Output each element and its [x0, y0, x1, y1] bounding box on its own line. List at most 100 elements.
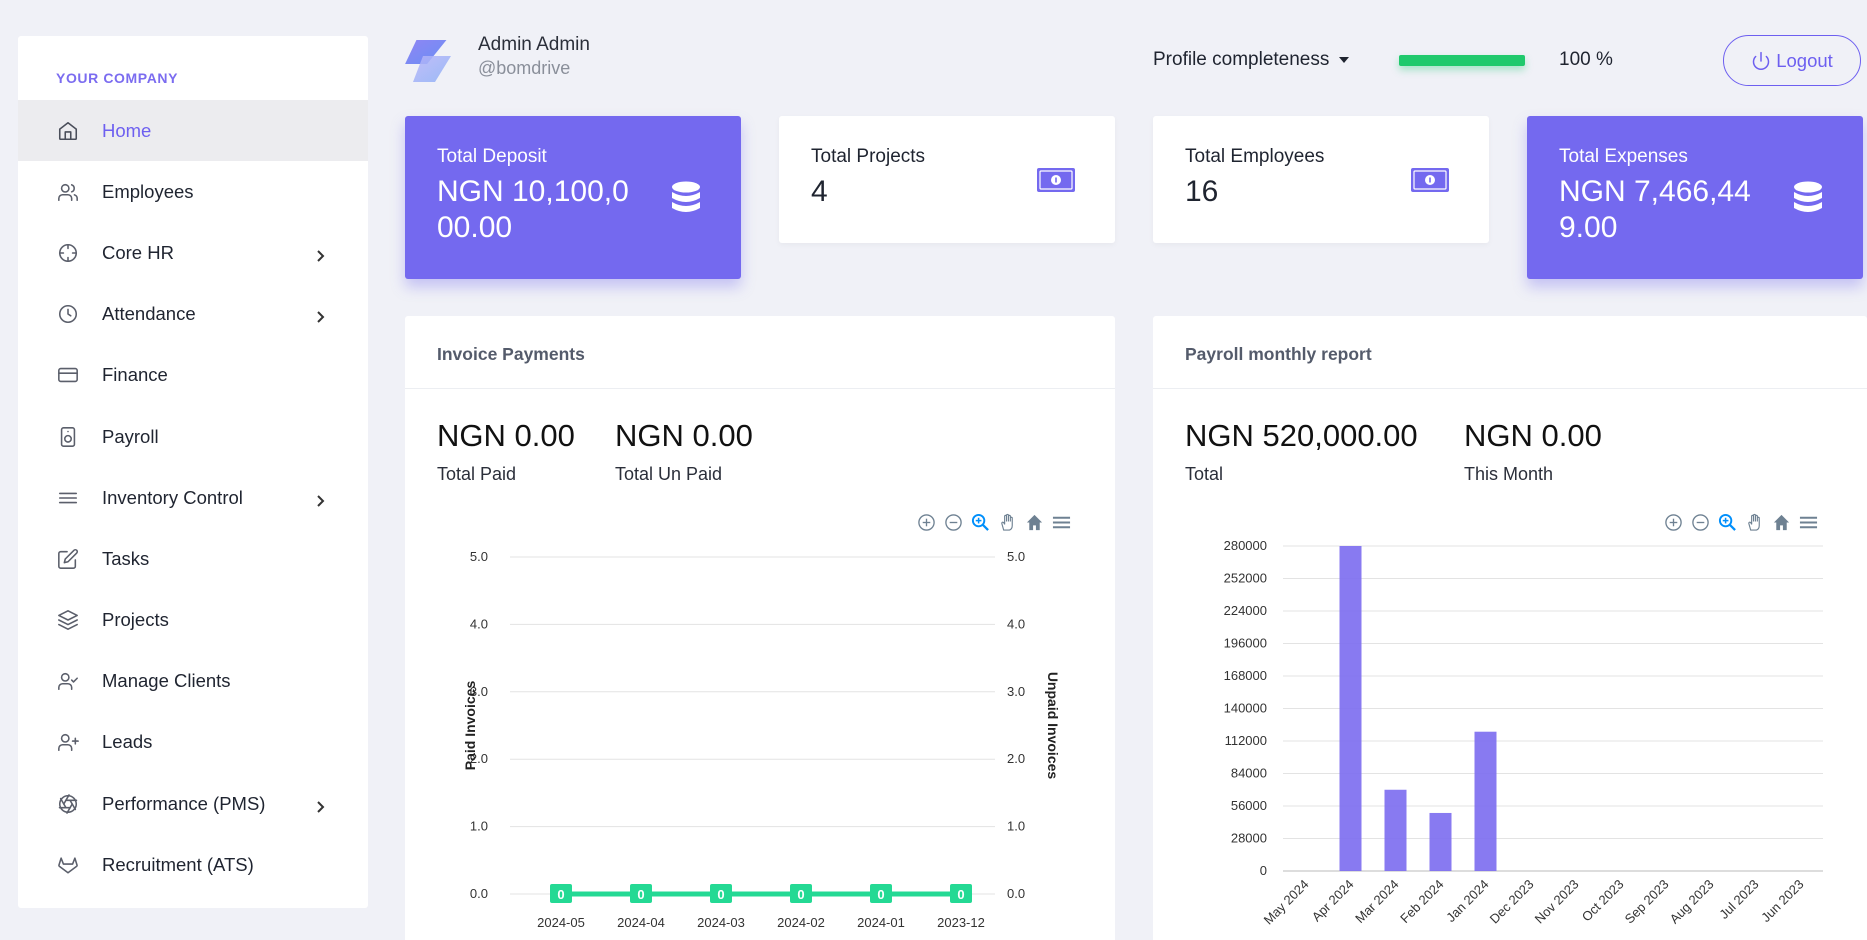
total-expenses-value: NGN 7,466,449.00	[1559, 175, 1751, 244]
x-tick-label: Jul 2023	[1716, 877, 1761, 922]
profile-progress-bar	[1399, 55, 1525, 66]
logout-label: Logout	[1776, 49, 1833, 71]
y-tick-label: 224000	[1224, 603, 1267, 618]
y-tick-label: 252000	[1224, 571, 1267, 586]
logout-button[interactable]: Logout	[1723, 35, 1861, 86]
sidebar-item-label: Home	[102, 119, 152, 141]
y-tick-label: 2.0	[470, 751, 488, 766]
sidebar-item-leads[interactable]: Leads	[18, 712, 368, 773]
sidebar-item-recruitment-ats[interactable]: Recruitment (ATS)	[18, 834, 368, 895]
sidebar-item-label: Attendance	[102, 303, 196, 325]
sidebar-item-finance[interactable]: Finance	[18, 345, 368, 406]
zoom-in-icon[interactable]	[1663, 512, 1684, 533]
payroll-total-label: Total	[1185, 464, 1224, 484]
payroll-report-title: Payroll monthly report	[1153, 316, 1867, 389]
x-tick-label: Apr 2024	[1309, 877, 1357, 925]
total-unpaid-value: NGN 0.00	[615, 418, 753, 453]
profile-progress-fill	[1399, 55, 1525, 66]
profile-completeness-dropdown[interactable]: Profile completeness	[1153, 49, 1350, 71]
data-label: 0	[557, 887, 564, 902]
crosshair-icon	[56, 241, 80, 265]
total-paid-label: Total Paid	[437, 464, 517, 484]
payroll-month-metric: NGN 0.00 This Month	[1464, 418, 1602, 485]
total-deposit-label: Total Deposit	[437, 146, 547, 167]
sidebar-item-label: Inventory Control	[102, 486, 243, 508]
total-employees-label: Total Employees	[1185, 146, 1325, 167]
total-projects-label: Total Projects	[811, 146, 926, 167]
zoom-selection-icon[interactable]	[970, 512, 991, 533]
x-tick-label: Oct 2023	[1579, 877, 1627, 925]
top-bar: Admin Admin @bomdrive Profile completene…	[405, 28, 1867, 88]
zoom-selection-icon[interactable]	[1717, 512, 1738, 533]
data-label: 0	[717, 887, 724, 902]
power-icon	[1752, 51, 1770, 70]
y-tick-label: 0.0	[470, 886, 488, 901]
total-expenses-card: Total Expenses NGN 7,466,449.00	[1527, 116, 1863, 279]
y-tick-label: 28000	[1231, 831, 1267, 846]
chart-menu-icon[interactable]	[1798, 512, 1819, 533]
data-label-box	[630, 884, 652, 903]
zoom-in-icon[interactable]	[916, 512, 937, 533]
x-tick-label: 2024-03	[697, 915, 745, 930]
sidebar-item-label: Tasks	[102, 547, 150, 569]
data-label-box	[710, 884, 732, 903]
sidebar-nav: Home Employees Core HR Attendance Finance Pay…	[18, 100, 368, 895]
total-expenses-label: Total Expenses	[1559, 146, 1688, 167]
y2-tick-label: 5.0	[1007, 549, 1025, 564]
sidebar-item-label: Payroll	[102, 425, 159, 447]
sidebar-item-tasks[interactable]: Tasks	[18, 528, 368, 589]
money-icon	[1037, 167, 1075, 192]
sidebar-item-attendance[interactable]: Attendance	[18, 284, 368, 345]
x-tick-label: Mar 2024	[1352, 877, 1401, 926]
payroll-month-label: This Month	[1464, 464, 1554, 484]
profile-progress-text: 100 %	[1559, 49, 1613, 70]
invoice-payments-card: Invoice Payments NGN 0.00 Total Paid NGN…	[405, 316, 1115, 940]
sidebar-item-payroll[interactable]: Payroll	[18, 406, 368, 467]
pan-hand-icon[interactable]	[1744, 512, 1765, 533]
user-name: Admin Admin	[478, 34, 590, 55]
sidebar-item-core-hr[interactable]: Core HR	[18, 222, 368, 283]
chevron-right-icon	[314, 307, 328, 323]
data-label-box	[790, 884, 812, 903]
payroll-bar	[1384, 789, 1407, 871]
sidebar-item-home[interactable]: Home	[18, 100, 368, 162]
profile-completeness-label: Profile completeness	[1153, 49, 1330, 70]
y-tick-label: 112000	[1225, 733, 1267, 748]
chevron-right-icon	[314, 797, 328, 813]
data-label: 0	[637, 887, 644, 902]
chart-toolbar	[916, 512, 1072, 533]
total-deposit-value: NGN 10,100,000.00	[437, 175, 629, 244]
clock-icon	[56, 302, 80, 326]
x-tick-label: Aug 2023	[1667, 877, 1717, 927]
x-tick-label: Jun 2023	[1758, 877, 1806, 925]
x-tick-label: 2023-12	[937, 915, 985, 930]
sidebar-item-employees[interactable]: Employees	[18, 161, 368, 222]
reset-home-icon[interactable]	[1024, 512, 1045, 533]
reset-home-icon[interactable]	[1771, 512, 1792, 533]
y-tick-label: 4.0	[470, 616, 488, 631]
zoom-out-icon[interactable]	[1690, 512, 1711, 533]
sidebar-item-manage-clients[interactable]: Manage Clients	[18, 651, 368, 712]
company-name: YOUR COMPANY	[56, 70, 179, 86]
pan-hand-icon[interactable]	[997, 512, 1018, 533]
y-tick-label: 84000	[1231, 766, 1267, 781]
total-unpaid-metric: NGN 0.00 Total Un Paid	[615, 418, 753, 485]
sidebar-item-label: Finance	[102, 364, 168, 386]
x-tick-label: Nov 2023	[1532, 877, 1582, 927]
user-handle: @bomdrive	[478, 58, 571, 78]
y-tick-label: 196000	[1224, 636, 1267, 651]
payroll-total-metric: NGN 520,000.00 Total	[1185, 418, 1418, 485]
invoice-payments-chart: 0.0 0.0 1.0 1.0 2.0 2.0 3.0 3.0 4.0 4.0 5.0 5.0 2024…	[462, 549, 1061, 930]
chart-menu-icon[interactable]	[1051, 512, 1072, 533]
sidebar-item-inventory-control[interactable]: Inventory Control	[18, 467, 368, 528]
sidebar-item-performance-pms[interactable]: Performance (PMS)	[18, 773, 368, 834]
total-paid-metric: NGN 0.00 Total Paid	[437, 418, 575, 485]
y2-axis-title: Unpaid Invoices	[1045, 672, 1061, 780]
y-tick-label: 1.0	[470, 819, 488, 834]
y-tick-label: 3.0	[470, 684, 488, 699]
sidebar-item-projects[interactable]: Projects	[18, 590, 368, 651]
x-tick-label: Sep 2023	[1622, 877, 1672, 927]
data-label-box	[950, 884, 972, 903]
zoom-out-icon[interactable]	[943, 512, 964, 533]
x-tick-label: 2024-02	[777, 915, 825, 930]
